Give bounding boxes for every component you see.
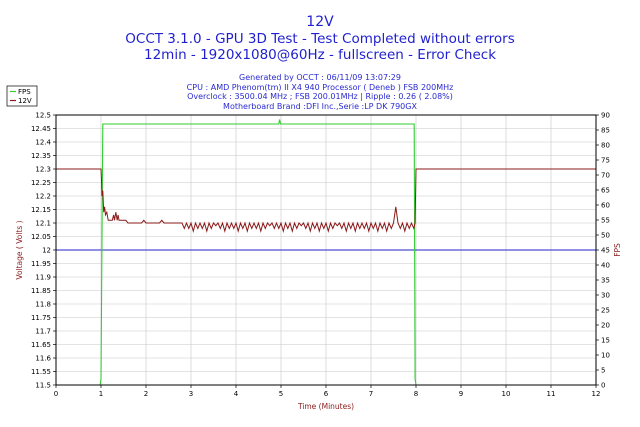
x-tick-label: 4 (234, 390, 239, 398)
y-right-tick-label: 20 (601, 322, 610, 330)
y-left-tick-label: 11.55 (31, 368, 51, 376)
y-right-tick-label: 25 (601, 307, 610, 315)
info-cpu: CPU : AMD Phenom(tm) II X4 940 Processor… (186, 82, 454, 92)
y-right-tick-label: 75 (601, 157, 610, 165)
y-left-tick-label: 12.05 (31, 233, 51, 241)
y-left-tick-label: 11.7 (35, 328, 51, 336)
y-right-tick-label: 15 (601, 337, 610, 345)
chart-title-rail: 12V (306, 14, 334, 30)
y-right-tick-label: 0 (601, 382, 605, 390)
y-left-tick-label: 11.8 (35, 301, 51, 309)
y-right-tick-label: 30 (601, 292, 610, 300)
system-info: Generated by OCCT : 06/11/09 13:07:29 CP… (0, 73, 640, 111)
series-line-fps (56, 119, 596, 386)
y-right-tick-label: 50 (601, 232, 610, 240)
y-right-tick-label: 70 (601, 172, 610, 180)
y-right-tick-label: 10 (601, 352, 610, 360)
y-left-tick-label: 11.65 (31, 341, 51, 349)
y-left-tick-label: 11.5 (35, 382, 51, 390)
legend-fps-label: FPS (18, 88, 31, 96)
v12-series-group (56, 168, 596, 233)
y-left-tick-label: 12.25 (31, 179, 51, 187)
y-right-tick-label: 65 (601, 187, 610, 195)
axis-ticks: 0 1 2 3 4 5 6 7 8 9 10 11 1211.511.5511.611.6511.711… (31, 112, 610, 399)
x-tick-label: 7 (369, 390, 373, 398)
x-tick-label: 8 (414, 390, 418, 398)
y-left-tick-label: 11.95 (31, 260, 51, 268)
y-left-tick-label: 12.35 (31, 152, 51, 160)
x-tick-label: 5 (279, 390, 283, 398)
x-axis-label: Time (Minutes) (297, 402, 354, 411)
chart-title-settings: 12min - 1920x1080@60Hz - fullscreen - Er… (143, 47, 497, 63)
chart-legend: FPS 12V (6, 85, 38, 107)
y-right-tick-label: 60 (601, 202, 610, 210)
y-right-tick-label: 5 (601, 367, 605, 375)
y-right-tick-label: 40 (601, 262, 610, 270)
y-left-tick-label: 11.9 (35, 274, 51, 282)
info-overclock: Overclock : 3500.04 MHz ; FSB 200.01MHz … (187, 92, 453, 101)
y-right-tick-label: 90 (601, 112, 610, 120)
y-left-tick-label: 11.6 (35, 355, 51, 363)
y-left-tick-label: 12.1 (35, 220, 51, 228)
info-motherboard: Motherboard Brand :DFI Inc.,Serie :LP DK… (223, 101, 417, 111)
fps-series-group (56, 119, 596, 386)
y-right-tick-label: 85 (601, 127, 610, 135)
y-right-tick-label: 35 (601, 277, 610, 285)
y-left-tick-label: 11.75 (31, 314, 51, 322)
y-right-tick-label: 45 (601, 247, 610, 255)
x-tick-label: 1 (99, 390, 103, 398)
chart-title-test: OCCT 3.1.0 - GPU 3D Test - Test Complete… (125, 31, 515, 47)
y-left-tick-label: 12.3 (35, 166, 51, 174)
x-tick-label: 0 (54, 390, 58, 398)
x-tick-label: 11 (547, 390, 556, 398)
series-line-12v (56, 168, 596, 233)
chart-titles: 12V OCCT 3.1.0 - GPU 3D Test - Test Comp… (0, 14, 640, 63)
x-tick-label: 12 (592, 390, 601, 398)
y-left-tick-label: 12.15 (31, 206, 51, 214)
y-right-tick-label: 55 (601, 217, 610, 225)
y-axis-label-right: FPS (613, 243, 622, 257)
y-left-tick-label: 12.5 (35, 112, 51, 120)
x-tick-label: 6 (324, 390, 329, 398)
x-tick-label: 10 (502, 390, 511, 398)
y-left-tick-label: 11.85 (31, 287, 51, 295)
y-left-tick-label: 12.4 (35, 139, 51, 147)
x-tick-label: 2 (144, 390, 148, 398)
x-tick-label: 9 (459, 390, 463, 398)
y-axis-label-left: Voltage ( Volts ) (15, 220, 24, 279)
info-generated: Generated by OCCT : 06/11/09 13:07:29 (239, 73, 401, 82)
legend-12v-label: 12V (18, 97, 32, 105)
y-left-tick-label: 12 (42, 247, 51, 255)
y-left-tick-label: 12.45 (31, 125, 51, 133)
y-right-tick-label: 80 (601, 142, 610, 150)
y-left-tick-label: 12.2 (35, 193, 51, 201)
x-tick-label: 3 (189, 390, 193, 398)
